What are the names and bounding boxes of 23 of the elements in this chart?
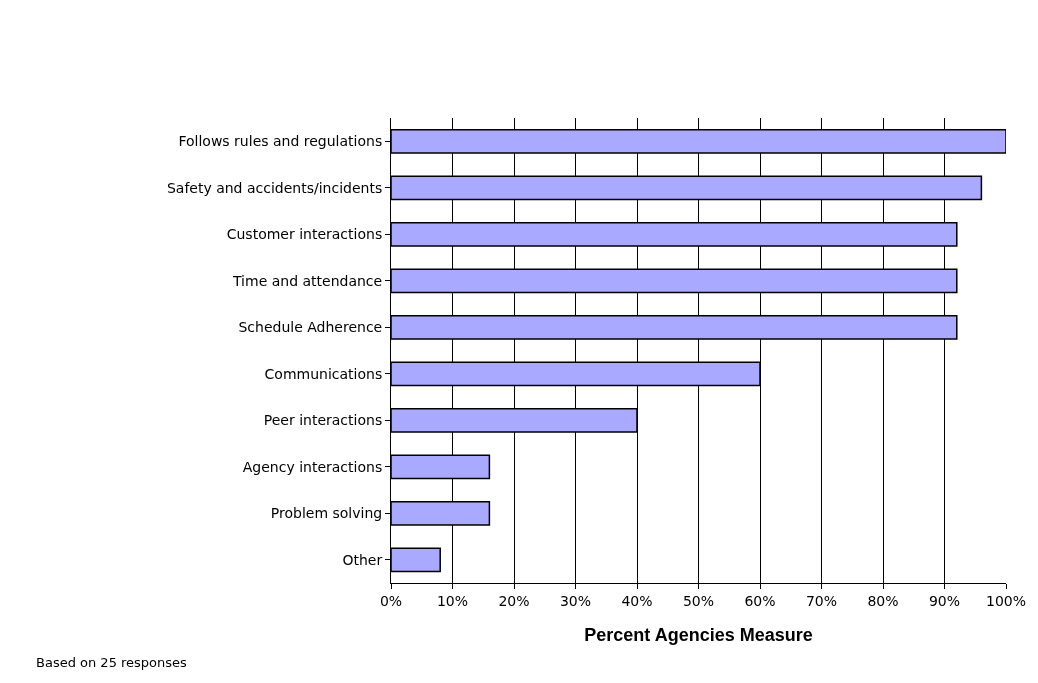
x-axis-title: Percent Agencies Measure [584,624,813,645]
y-tick-label: Safety and accidents/incidents [166,179,383,196]
y-tick-label: Other [342,551,383,568]
y-tick-label: Time and attendance [232,272,383,289]
x-tick-label: 100% [985,592,1027,609]
y-tick-label: Communications [264,365,383,382]
x-tick-label: 80% [867,592,899,609]
x-tick-label: 0% [379,592,403,609]
x-tick-label: 60% [744,592,776,609]
y-tick-label: Follows rules and regulations [178,133,383,150]
x-tick-label: 70% [805,592,838,609]
y-tick-label: Problem solving [270,505,383,522]
y-tick-label: Schedule Adherence [238,319,383,336]
x-tick-label: 50% [682,592,715,609]
x-tick-label: 30% [559,592,592,609]
y-tick-label: Peer interactions [263,412,383,429]
x-tick-label: 40% [621,592,653,609]
y-tick-label: Customer interactions [226,226,383,243]
x-tick-label: 10% [436,592,469,609]
x-tick-label: 90% [928,592,961,609]
text: Based on 25 responses [36,655,188,670]
y-tick-label: Agency interactions [242,458,383,475]
x-tick-label: 20% [498,592,530,609]
